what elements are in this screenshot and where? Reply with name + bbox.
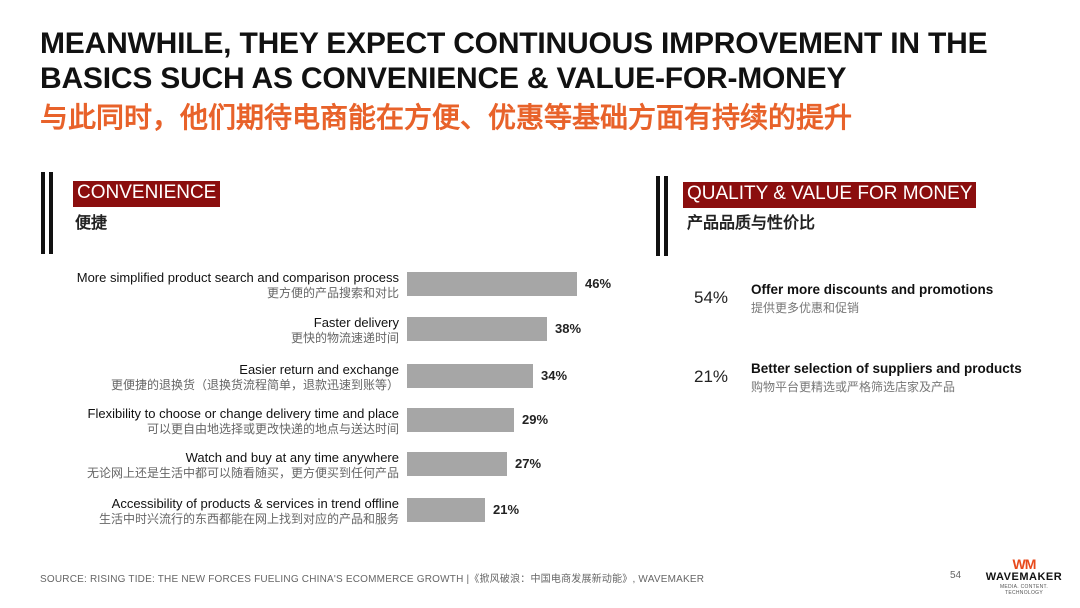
quality-title: QUALITY & VALUE FOR MONEY — [683, 182, 977, 208]
bar-value-label: 34% — [541, 368, 568, 383]
bar — [407, 498, 485, 522]
source-note: SOURCE: RISING TIDE: THE NEW FORCES FUEL… — [40, 574, 705, 585]
panel-bar-right-2 — [664, 176, 668, 256]
bar-value-label: 29% — [522, 412, 549, 427]
convenience-title: CONVENIENCE — [73, 181, 221, 207]
bar-category-label: Accessibility of products & services in … — [111, 496, 399, 511]
logo-mark: WM — [1012, 556, 1037, 572]
bar — [407, 452, 507, 476]
bar-category-label: Flexibility to choose or change delivery… — [87, 406, 399, 421]
bar-value-label: 27% — [515, 456, 542, 471]
bar-value-label: 46% — [585, 276, 612, 291]
bar — [407, 408, 514, 432]
bar-category-label-cn: 无论网上还是生活中都可以随看随买，更方便买到任何产品 — [86, 466, 399, 480]
quality-subtitle: 产品品质与性价比 — [687, 213, 816, 232]
page-number: 54 — [950, 570, 962, 581]
convenience-subtitle: 便捷 — [75, 213, 108, 232]
logo-text: WAVEMAKER — [985, 571, 1063, 583]
quality-item-label-cn: 购物平台更精选或严格筛选店家及产品 — [751, 380, 956, 394]
page-title: MEANWHILE, THEY EXPECT CONTINUOUS IMPROV… — [40, 27, 988, 95]
quality-item-label-cn: 提供更多优惠和促销 — [751, 301, 860, 315]
bar-category-label-cn: 可以更自由地选择或更改快递的地点与送达时间 — [146, 422, 399, 436]
bar — [407, 364, 533, 388]
bar-value-label: 21% — [493, 502, 520, 517]
quality-item-label: Better selection of suppliers and produc… — [751, 361, 1022, 376]
bar-category-label: Easier return and exchange — [239, 362, 399, 377]
bar-category-label-cn: 更方便的产品搜索和对比 — [266, 286, 399, 300]
quality-item-pct: 54% — [694, 288, 729, 307]
bar — [407, 272, 577, 296]
logo-tagline: MEDIA. CONTENT. TECHNOLOGY — [999, 584, 1049, 596]
bar-category-label-cn: 更快的物流速递时间 — [290, 331, 399, 345]
panel-bar-right-1 — [656, 176, 660, 256]
bar-category-label-cn: 生活中时兴流行的东西都能在网上找到对应的产品和服务 — [98, 512, 399, 526]
wavemaker-logo: WM WAVEMAKER MEDIA. CONTENT. TECHNOLOGY — [984, 557, 1064, 596]
quality-item-label: Offer more discounts and promotions — [751, 282, 994, 297]
quality-item-pct: 21% — [694, 367, 729, 386]
bar-value-label: 38% — [555, 321, 582, 336]
panel-bar-left-1 — [41, 172, 45, 254]
bar-category-label-cn: 更便捷的退换货（退换货流程简单，退款迅速到账等） — [110, 378, 399, 392]
bar — [407, 317, 547, 341]
page-title-chinese: 与此同时，他们期待电商能在方便、优惠等基础方面有持续的提升 — [40, 101, 853, 134]
bar-category-label: Faster delivery — [313, 315, 399, 330]
panel-bar-left-2 — [49, 172, 53, 254]
bar-category-label: More simplified product search and compa… — [76, 270, 399, 285]
bar-category-label: Watch and buy at any time anywhere — [185, 450, 399, 465]
